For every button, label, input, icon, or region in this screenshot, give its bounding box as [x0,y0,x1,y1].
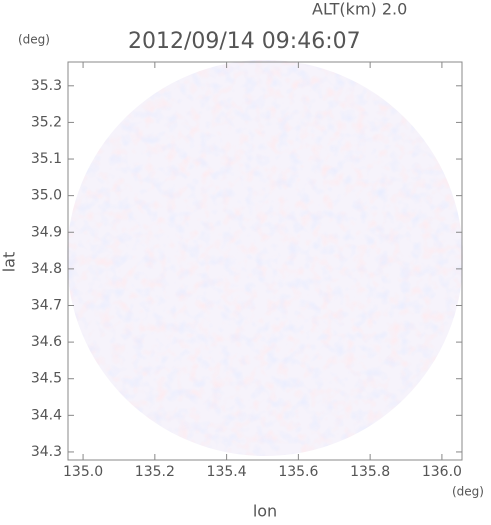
y-label: lat [0,252,19,273]
y-tick-label: 34.5 [31,371,62,387]
x-tick-label: 135.8 [350,464,390,480]
y-tick-label: 34.8 [31,261,62,277]
y-tick-label: 34.3 [31,444,62,460]
x-tick-label: 135.2 [135,464,175,480]
y-tick-label: 35.3 [31,78,62,94]
y-tick-label: 34.6 [31,334,62,350]
x-label: lon [253,502,277,521]
chart-title: 2012/09/14 09:46:07 [128,29,361,54]
y-tick-label: 35.0 [31,188,62,204]
x-tick-label: 135.4 [207,464,247,480]
x-tick-label: 135.0 [63,464,103,480]
y-tick-label: 34.4 [31,407,62,423]
y-tick-label: 34.7 [31,297,62,313]
annotation: ALT(km) 2.0 [312,0,407,19]
x-unit: (deg) [452,485,484,499]
y-unit: (deg) [18,33,50,47]
x-tick-label: 135.6 [278,464,318,480]
plot-frame [67,61,463,461]
y-tick-label: 35.1 [31,151,62,167]
y-tick-label: 34.9 [31,224,62,240]
x-tick-label: 136.0 [422,464,462,480]
radar-field [67,60,463,456]
y-tick-label: 35.2 [31,114,62,130]
